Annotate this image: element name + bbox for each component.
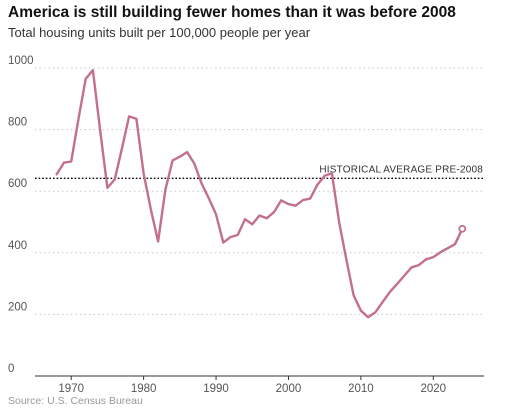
- data-point-2001: [295, 204, 297, 206]
- data-point-1972: [84, 78, 86, 80]
- x-tick-label-2020: 2020: [421, 383, 447, 395]
- series-layer: [55, 68, 467, 319]
- y-tick-label-200: 200: [8, 301, 27, 313]
- data-point-2009: [352, 294, 354, 296]
- y-tick-label-400: 400: [8, 240, 27, 252]
- x-tick-label-1970: 1970: [58, 383, 84, 395]
- x-tick-label-1980: 1980: [131, 383, 157, 395]
- historical-average-reference: HISTORICAL AVERAGE PRE-2008: [35, 164, 484, 179]
- data-point-2021: [439, 251, 441, 253]
- data-point-2023: [454, 243, 456, 245]
- data-point-1997: [266, 217, 268, 219]
- data-point-2014: [389, 291, 391, 293]
- data-point-1976: [113, 178, 115, 180]
- y-tick-label-1000: 1000: [8, 55, 34, 67]
- data-point-1987: [193, 162, 195, 164]
- data-point-1984: [171, 159, 173, 161]
- data-point-1985: [179, 156, 181, 158]
- data-point-1977: [121, 147, 123, 149]
- data-point-2020: [432, 256, 434, 258]
- data-point-1993: [237, 234, 239, 236]
- data-point-1990: [215, 213, 217, 215]
- data-point-2003: [309, 197, 311, 199]
- data-point-1999: [280, 199, 282, 201]
- data-point-2012: [374, 311, 376, 313]
- data-point-1975: [106, 187, 108, 189]
- data-point-1995: [251, 223, 253, 225]
- data-point-2006: [331, 172, 333, 174]
- data-point-1982: [157, 240, 159, 242]
- x-tick-label-2000: 2000: [276, 383, 302, 395]
- data-point-2013: [381, 301, 383, 303]
- data-point-1988: [200, 182, 202, 184]
- data-point-2010: [360, 310, 362, 312]
- data-point-2011: [367, 316, 369, 318]
- data-point-2005: [323, 175, 325, 177]
- data-point-1968: [56, 173, 58, 175]
- data-point-1974: [99, 130, 101, 132]
- data-point-1978: [128, 115, 130, 117]
- data-point-2004: [316, 184, 318, 186]
- data-point-2022: [447, 247, 449, 249]
- data-point-1986: [186, 151, 188, 153]
- data-point-2017: [410, 266, 412, 268]
- data-point-1992: [229, 236, 231, 238]
- data-point-2007: [338, 221, 340, 223]
- data-point-1998: [273, 211, 275, 213]
- data-point-2000: [287, 203, 289, 205]
- y-axis-ticks: 0 200 400 600 800 1000: [8, 55, 34, 375]
- x-tick-label-2010: 2010: [348, 383, 374, 395]
- y-tick-label-800: 800: [8, 117, 27, 129]
- data-point-1980: [142, 172, 144, 174]
- data-point-1979: [135, 118, 137, 120]
- x-axis: 1970 1980 1990 2000 2010 2020: [35, 375, 484, 395]
- data-point-2018: [418, 264, 420, 266]
- data-point-1991: [222, 241, 224, 243]
- data-point-1983: [164, 188, 166, 190]
- data-point-1973: [92, 69, 94, 71]
- data-point-2002: [302, 199, 304, 201]
- data-point-1989: [208, 197, 210, 199]
- chart-title: America is still building fewer homes th…: [8, 4, 456, 21]
- data-point-1996: [258, 214, 260, 216]
- data-point-2019: [425, 258, 427, 260]
- data-point-1971: [77, 118, 79, 120]
- data-point-2024: [458, 224, 467, 233]
- gridlines: [35, 67, 484, 315]
- data-point-2016: [403, 274, 405, 276]
- data-point-1981: [150, 208, 152, 210]
- source-note: Source: U.S. Census Bureau: [8, 395, 143, 407]
- data-point-2008: [345, 258, 347, 260]
- chart-subtitle: Total housing units built per 100,000 pe…: [8, 25, 311, 40]
- x-tick-label-1990: 1990: [203, 383, 229, 395]
- data-point-1970: [70, 160, 72, 162]
- series-line-0: [55, 68, 464, 319]
- historical-average-label: HISTORICAL AVERAGE PRE-2008: [319, 164, 483, 175]
- data-point-2015: [396, 283, 398, 285]
- data-point-1994: [244, 218, 246, 220]
- y-tick-label-0: 0: [8, 363, 14, 375]
- data-point-1969: [63, 161, 65, 163]
- y-tick-label-600: 600: [8, 178, 27, 190]
